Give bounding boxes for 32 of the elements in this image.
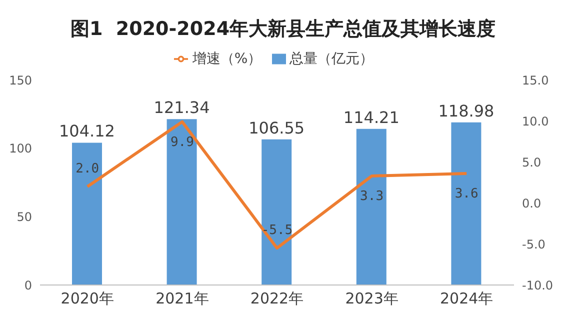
legend-label: 总量（亿元） xyxy=(290,51,374,67)
y2-tick-label: 10.0 xyxy=(522,114,549,128)
y2-tick-label: -10.0 xyxy=(522,278,554,292)
y-tick-label: 0 xyxy=(24,278,32,292)
y2-tick-label: 5.0 xyxy=(522,155,542,170)
y2-tick-label: 15.0 xyxy=(522,73,549,88)
bar xyxy=(262,139,292,285)
x-tick-label: 2024年 xyxy=(440,290,494,308)
bar xyxy=(451,122,482,285)
data-label: 3.3 xyxy=(360,188,384,204)
x-tick-label: 2023年 xyxy=(345,290,398,308)
bar xyxy=(166,119,197,285)
legend-label: 增速（%） xyxy=(192,51,262,67)
bar xyxy=(356,128,386,285)
y-tick-label: 100 xyxy=(9,142,32,156)
y-tick-label: 50 xyxy=(16,210,32,224)
data-label: 2.0 xyxy=(76,162,100,177)
y2-tick-label: 0.0 xyxy=(522,196,542,210)
x-tick-label: 2021年 xyxy=(156,290,209,308)
x-tick-label: 2022年 xyxy=(250,290,304,308)
x-tick-label: 2020年 xyxy=(60,290,114,308)
data-label: 118.98 xyxy=(438,101,494,120)
chart-title: 图1 2020-2024年大新县生产总值及其增长速度 xyxy=(69,17,497,42)
y2-tick-label: -5.0 xyxy=(522,237,546,252)
data-label: 114.21 xyxy=(343,108,400,127)
data-label: 121.34 xyxy=(154,98,210,118)
y-tick-label: 150 xyxy=(9,73,32,88)
data-label: 106.55 xyxy=(248,118,305,138)
data-label: 104.12 xyxy=(59,122,115,141)
data-label: 3.6 xyxy=(454,186,478,202)
data-label: 9.9 xyxy=(170,134,194,150)
bar xyxy=(72,142,102,285)
